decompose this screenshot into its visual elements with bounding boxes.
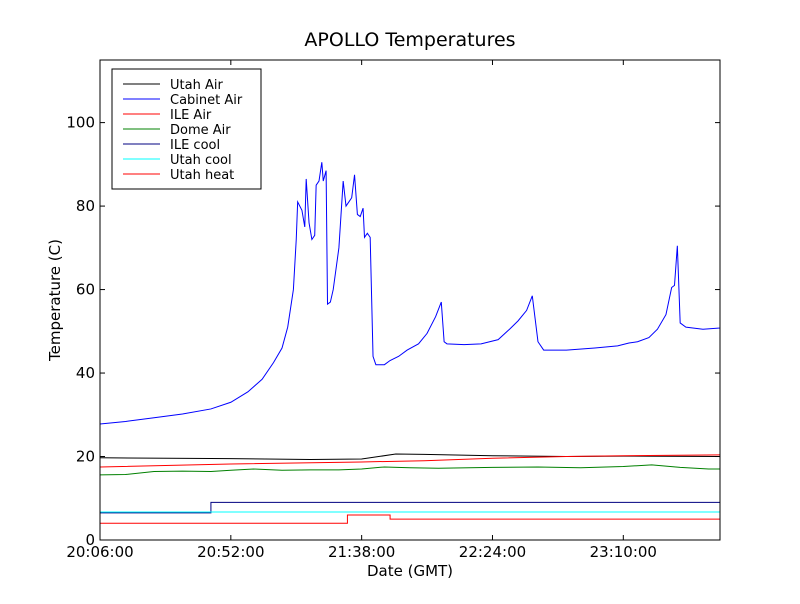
x-axis-label: Date (GMT) [367,562,453,580]
series-line-ile-cool [100,501,720,514]
series-line-dome-air [100,464,720,476]
y-axis-label: Temperature (C) [46,239,64,362]
legend-label-utah-heat: Utah heat [170,168,234,183]
legend-label-cabinet-air: Cabinet Air [170,93,243,108]
plot-content [100,162,720,524]
y-tick-label: 40 [76,364,95,382]
legend-label-utah-cool: Utah cool [170,153,232,168]
legend-label-dome-air: Dome Air [170,123,231,138]
legend-label-ile-air: ILE Air [170,108,212,123]
series-line-utah-heat [100,514,720,524]
legend-label-utah-air: Utah Air [170,78,223,93]
x-tick-label: 22:24:00 [459,543,526,561]
y-tick-label: 80 [76,197,95,215]
series-line-cabinet-air [100,162,720,425]
y-tick-label: 20 [76,448,95,466]
y-tick-label: 60 [76,281,95,299]
x-tick-label: 20:06:00 [66,543,133,561]
x-tick-label: 20:52:00 [197,543,264,561]
plot-frame [99,59,721,541]
axis-ticks: 20:06:00 20:52:00 21:38:00 22:24:00 23:10:00… [66,60,720,561]
x-tick-label: 23:10:00 [590,543,657,561]
y-tick-label: 0 [85,531,95,549]
y-tick-label: 100 [66,114,95,132]
legend-label-ile-cool: ILE cool [170,138,220,153]
x-tick-label: 21:38:00 [328,543,395,561]
series-line-ile-air [100,454,720,468]
chart-title: APOLLO Temperatures [304,29,515,51]
